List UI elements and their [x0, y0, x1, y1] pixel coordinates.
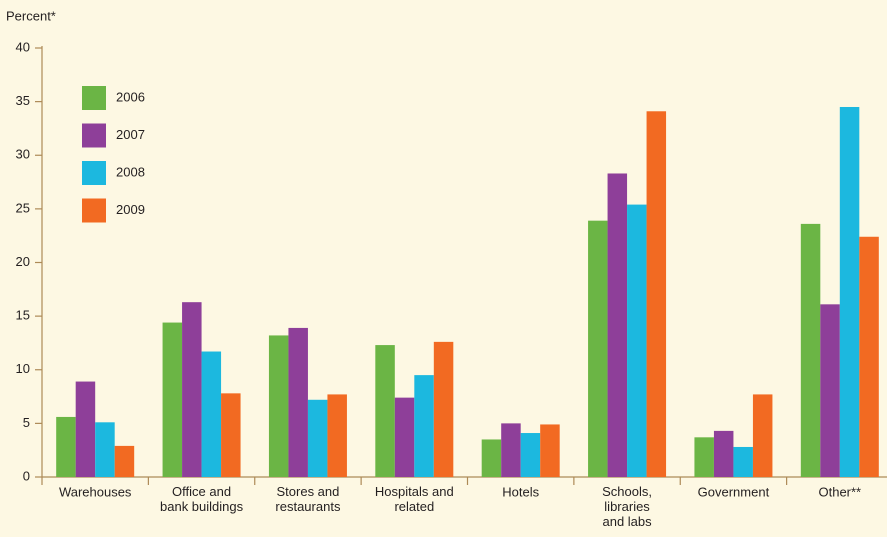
bar: [162, 322, 183, 477]
legend-swatch: [82, 123, 106, 148]
x-tick-label: Government: [698, 484, 770, 499]
y-tick-label: 0: [23, 468, 30, 483]
y-tick-label: 20: [16, 254, 30, 269]
y-tick-label: 30: [16, 147, 30, 162]
legend-swatch: [82, 161, 106, 185]
bar: [627, 204, 647, 477]
bar: [268, 335, 289, 477]
bar: [375, 345, 395, 477]
y-axis-label: Percent*: [6, 8, 56, 23]
bar: [800, 223, 821, 477]
y-tick-label: 35: [16, 93, 30, 108]
legend-swatch: [82, 86, 106, 110]
bar: [713, 430, 734, 477]
bar: [414, 375, 434, 477]
bar: [433, 341, 454, 477]
bar: [839, 106, 860, 478]
bar: [694, 437, 714, 477]
bar: [820, 304, 840, 477]
bar: [481, 439, 502, 477]
x-tick-label: Schools, libraries and labs: [602, 484, 652, 529]
bar: [56, 416, 76, 477]
bar: [182, 302, 202, 477]
y-tick-label: 40: [16, 39, 30, 54]
bar: [520, 433, 541, 477]
bar: [733, 446, 753, 477]
x-tick-label: Hotels: [502, 484, 539, 499]
bar: [75, 381, 96, 477]
x-tick-label: Hospitals and related: [375, 484, 454, 514]
x-tick-label: Warehouses: [59, 484, 132, 499]
legend-label: 2006: [116, 89, 145, 104]
y-tick-label: 25: [16, 200, 30, 215]
bar: [646, 111, 667, 477]
legend-label: 2009: [116, 202, 145, 217]
bar: [221, 393, 241, 477]
bar: [288, 327, 308, 477]
bar: [201, 351, 222, 477]
bar: [859, 236, 879, 477]
x-tick-label: Stores and restaurants: [275, 484, 341, 514]
bar: [95, 422, 115, 477]
x-tick-label: Other**: [818, 484, 861, 499]
bar: [327, 394, 347, 477]
bar: [501, 423, 521, 477]
legend-label: 2008: [116, 164, 145, 179]
bar: [588, 220, 608, 478]
bar: [752, 394, 773, 477]
y-tick-label: 5: [23, 415, 30, 430]
bar: [394, 397, 415, 477]
bar: [540, 424, 560, 477]
legend-label: 2007: [116, 127, 145, 142]
bar: [114, 445, 135, 477]
legend-swatch: [82, 198, 106, 223]
x-tick-label: Office and bank buildings: [160, 484, 244, 514]
y-tick-label: 10: [16, 361, 30, 376]
bar: [607, 173, 628, 478]
y-tick-label: 15: [16, 308, 30, 323]
bar: [307, 399, 328, 477]
